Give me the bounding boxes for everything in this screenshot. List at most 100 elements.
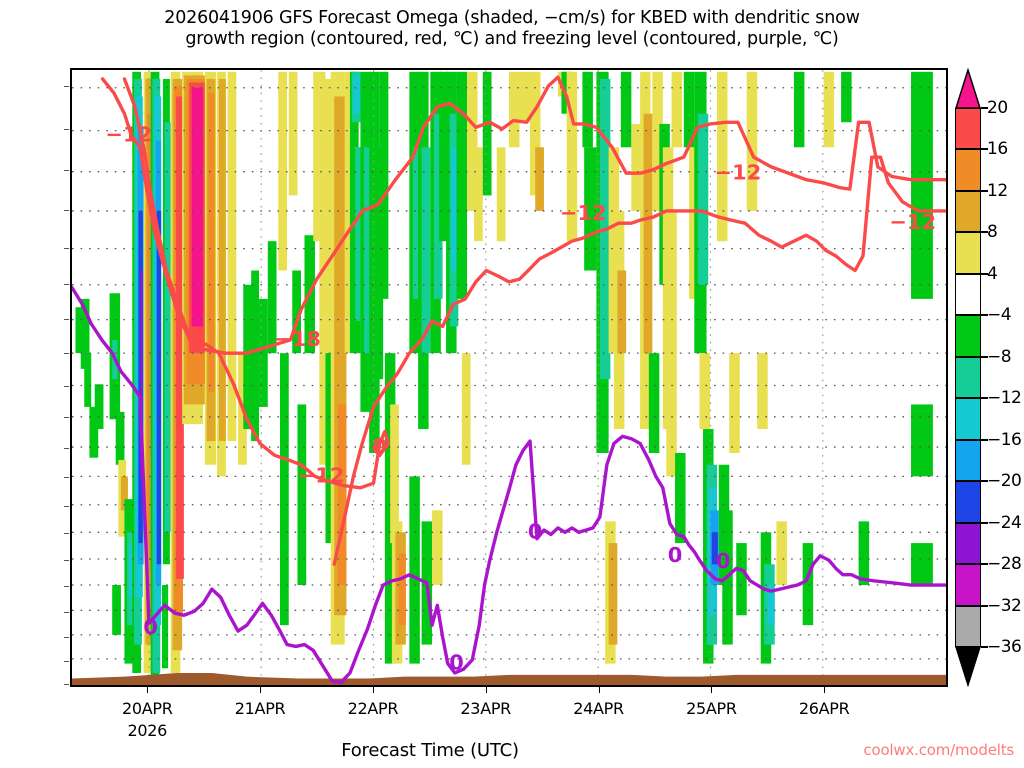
y-axis-tick-mark — [64, 533, 69, 535]
colorbar-segment — [955, 522, 981, 565]
colorbar-segment — [955, 232, 981, 274]
y-axis-tick-mark — [64, 85, 69, 87]
colorbar-label: −20 — [987, 471, 1022, 492]
chart-title-line2: growth region (contoured, red, ℃) and fr… — [185, 29, 839, 49]
colorbar-segment — [955, 605, 981, 647]
chart-title: 2026041906 GFS Forecast Omega (shaded, −… — [0, 8, 1024, 50]
x-axis-tick-label: 23APR — [460, 699, 512, 718]
colorbar-label: −36 — [987, 637, 1022, 657]
contour-layer: −12 −18 −12 0 −12 −12 −12 0 0 0 0 0 — [72, 75, 946, 684]
y-axis-tick-mark — [64, 586, 69, 588]
x-axis-tick-mark — [598, 687, 600, 693]
colorbar-label: −24 — [987, 512, 1022, 533]
colorbar-tick — [981, 480, 988, 483]
plot-area: −12 −18 −12 0 −12 −12 −12 0 0 0 0 0 — [70, 68, 948, 687]
y-axis-tick-mark — [64, 209, 69, 211]
y-axis-tick-mark — [64, 660, 69, 662]
colorbar-under-cap — [955, 647, 981, 687]
colorbar-label: −32 — [987, 595, 1022, 616]
colorbar-tick — [981, 272, 988, 275]
colorbar-segment — [955, 273, 981, 316]
y-axis-tick-mark — [64, 477, 69, 478]
colorbar-label: −16 — [987, 429, 1022, 450]
y-axis-tick-mark — [64, 636, 69, 638]
colorbar-tick — [981, 355, 988, 358]
colorbar-label: 20 — [987, 98, 1008, 118]
y-axis-tick-mark — [64, 417, 69, 419]
colorbar-tick — [981, 397, 988, 400]
x-axis-tick-label: 21APR — [234, 699, 286, 718]
colorbar-label: −28 — [987, 554, 1022, 575]
colorbar-label: 4 — [987, 263, 998, 284]
y-axis-tick-mark — [64, 385, 69, 387]
colorbar-tick — [981, 604, 988, 607]
y-axis-tick-mark — [64, 319, 69, 321]
y-axis-tick-mark — [64, 447, 69, 449]
y-axis-tick-mark — [64, 611, 69, 613]
colorbar-segment — [955, 315, 981, 357]
x-axis-tick-mark — [147, 687, 149, 693]
terrain-layer — [72, 672, 946, 685]
x-axis-tick-mark — [372, 687, 374, 693]
colorbar-label: 8 — [987, 222, 998, 243]
x-axis-tick-mark — [711, 687, 713, 693]
colorbar-tick — [981, 521, 988, 524]
svg-text:0: 0 — [716, 549, 731, 573]
y-axis-tick-mark — [64, 170, 69, 172]
x-axis-label: Forecast Time (UTC) — [341, 740, 519, 761]
colorbar-tick — [981, 314, 988, 317]
colorbar-tick — [981, 563, 988, 566]
colorbar-segment — [955, 398, 981, 440]
svg-text:−12: −12 — [298, 463, 345, 487]
y-axis-tick-mark — [64, 129, 69, 131]
colorbar-label: −4 — [987, 305, 1012, 326]
colorbar-segment — [955, 190, 981, 233]
watermark: coolwx.com/modelts — [863, 741, 1014, 759]
svg-text:0: 0 — [528, 519, 543, 543]
colorbar-over-cap — [955, 68, 981, 108]
svg-text:−18: −18 — [274, 327, 321, 351]
svg-text:−12: −12 — [715, 160, 762, 184]
colorbar-segment — [955, 481, 981, 523]
colorbar-segment — [955, 356, 981, 399]
y-axis-tick-mark — [64, 684, 69, 686]
colorbar-tick — [981, 107, 988, 109]
colorbar-label: −12 — [987, 388, 1022, 409]
svg-text:0: 0 — [143, 615, 158, 639]
colorbar-segment — [955, 564, 981, 606]
x-axis-tick-label: 26APR — [798, 699, 850, 718]
y-axis-tick-mark — [64, 505, 69, 507]
colorbar-tick — [981, 646, 988, 648]
svg-text:0: 0 — [668, 543, 683, 567]
x-axis-year-label: 2026 — [127, 721, 168, 740]
x-axis-tick-label: 20APR — [121, 699, 173, 718]
x-axis-tick-mark — [824, 687, 826, 693]
x-axis-tick-mark — [260, 687, 262, 693]
chart-title-line1: 2026041906 GFS Forecast Omega (shaded, −… — [164, 8, 860, 28]
colorbar-label: 12 — [987, 180, 1008, 201]
colorbar-tick — [981, 438, 988, 441]
y-axis-tick-mark — [64, 353, 69, 354]
y-axis-tick-mark — [64, 560, 69, 562]
svg-text:0: 0 — [449, 651, 464, 675]
x-axis-tick-label: 24APR — [573, 699, 624, 718]
colorbar-segment — [955, 149, 981, 191]
gridlines-layer — [72, 70, 946, 685]
svg-text:0: 0 — [372, 434, 387, 458]
colorbar-label: −8 — [987, 346, 1012, 367]
x-axis-tick-mark — [485, 687, 487, 693]
colorbar-tick — [981, 189, 988, 192]
x-axis-tick-label: 22APR — [347, 699, 399, 718]
y-axis-tick-mark — [64, 284, 69, 286]
colorbar-tick — [981, 148, 988, 151]
colorbar-segment — [955, 439, 981, 482]
colorbar-tick — [981, 231, 988, 234]
svg-text:−12: −12 — [889, 210, 936, 234]
y-axis-tick-mark — [64, 247, 69, 249]
x-axis-tick-label: 25APR — [686, 699, 737, 718]
svg-text:−12: −12 — [560, 201, 607, 225]
colorbar: 20 16 12 8 4 −4 −8 −12 −16 −20 −24 −28 −32 −36 — [955, 68, 1022, 687]
colorbar-label: 16 — [987, 139, 1008, 160]
svg-text:−12: −12 — [106, 123, 153, 147]
